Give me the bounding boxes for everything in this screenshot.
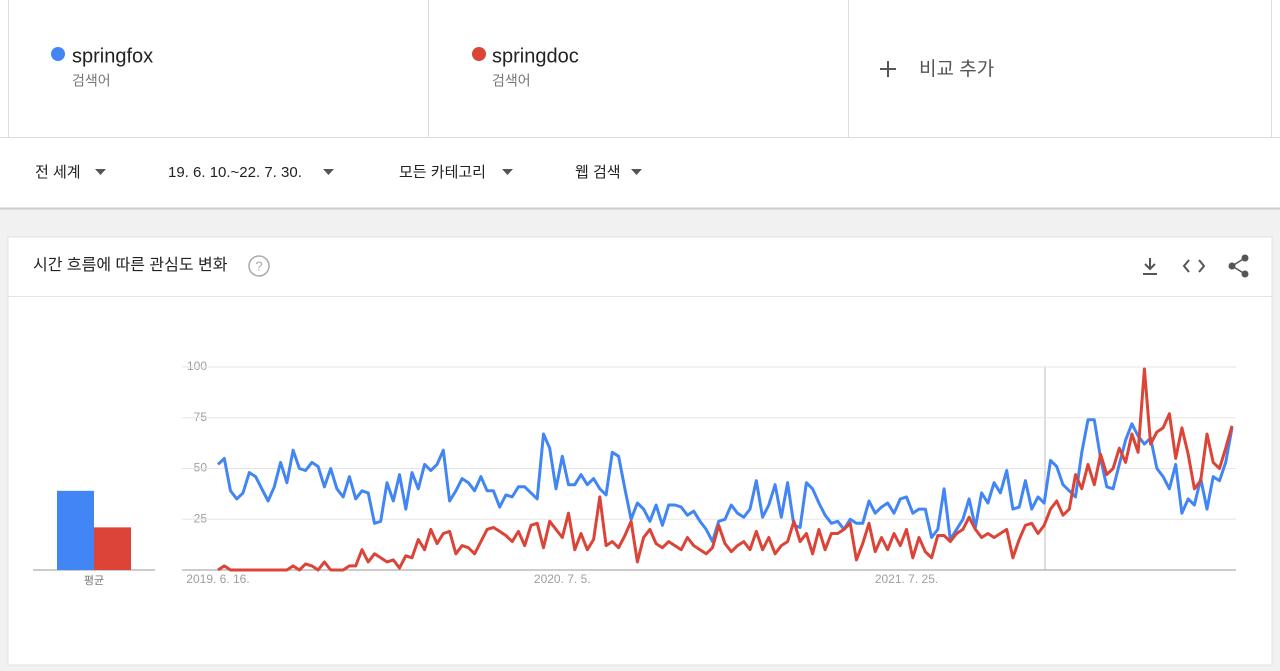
card-title: 시간 흐름에 따른 관심도 변화 — [33, 256, 228, 274]
top-panel — [0, 0, 1280, 208]
plus-icon — [880, 61, 896, 77]
average-bar — [94, 527, 131, 570]
filter[interactable]: 웹 검색 — [575, 164, 621, 181]
x-tick-label: 2019. 6. 16. — [186, 572, 249, 586]
dropdown-arrow — [323, 169, 334, 175]
add-compare-label: 비교 추가 — [919, 58, 994, 80]
y-tick-label: 25 — [194, 511, 208, 525]
embed-icon[interactable] — [1182, 259, 1206, 273]
add-compare[interactable]: 비교 추가 — [880, 58, 994, 80]
share-icon[interactable] — [1228, 254, 1249, 278]
x-tick-label: 2020. 7. 5. — [534, 572, 591, 586]
average-label: 평균 — [84, 574, 104, 587]
dropdown-arrow — [631, 169, 642, 175]
x-tick-label: 2021. 7. 25. — [875, 572, 938, 586]
y-tick-label: 75 — [194, 410, 208, 424]
filter[interactable]: 모든 카테고리 — [399, 164, 486, 181]
term-dot — [51, 47, 65, 61]
term-card[interactable]: springfox 검색어 — [51, 45, 153, 89]
series-line — [217, 367, 1234, 572]
term-label: 검색어 — [72, 73, 111, 89]
average-bar — [57, 490, 94, 570]
download-icon[interactable] — [1143, 258, 1157, 275]
y-tick-label: 100 — [187, 359, 207, 373]
filter[interactable]: 전 세계 — [35, 164, 81, 181]
term-name: springfox — [72, 45, 153, 67]
term-label: 검색어 — [492, 73, 531, 89]
y-tick-label: 50 — [194, 461, 208, 475]
term-name: springdoc — [492, 45, 579, 67]
chart-card — [7, 236, 1273, 666]
plot: 25 50 75 100 2019. 6. 16. 2020. 7. 5. 2021. 7.… — [33, 359, 1236, 587]
svg-text:?: ? — [255, 258, 262, 273]
term-card[interactable]: springdoc 검색어 — [472, 45, 579, 89]
series-line — [216, 418, 1234, 544]
dropdown-arrow — [502, 169, 513, 175]
dropdown-arrow — [95, 169, 106, 175]
help-icon[interactable]: ? — [248, 255, 270, 277]
filter[interactable]: 19. 6. 10.~22. 7. 30. — [168, 164, 302, 181]
term-dot — [472, 47, 486, 61]
